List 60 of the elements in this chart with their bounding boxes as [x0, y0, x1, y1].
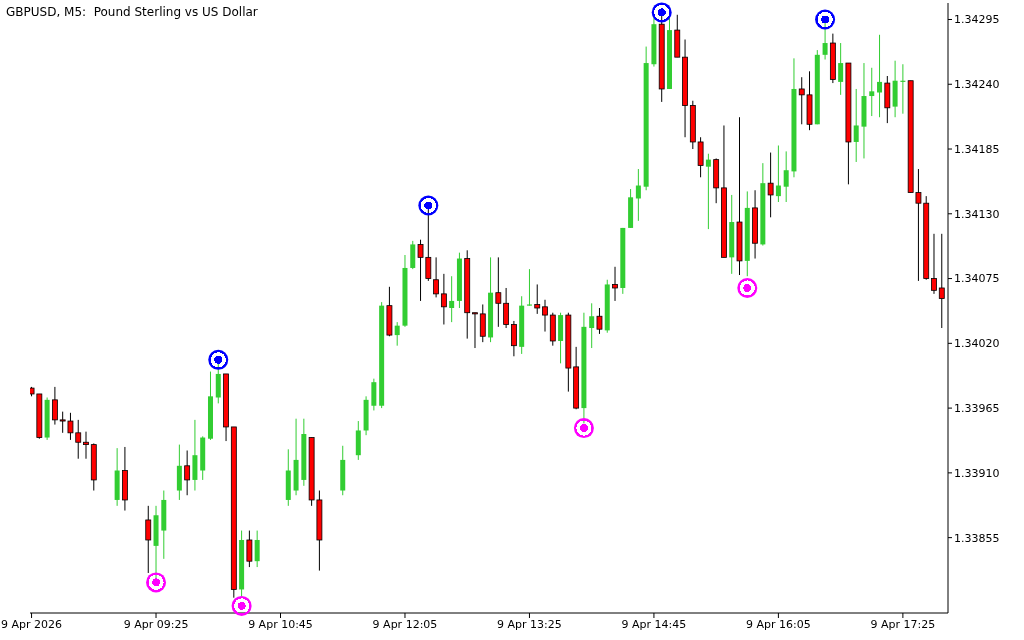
- point: [231, 595, 252, 616]
- candlestick: [775, 144, 781, 203]
- y-tick-label: 1.34130: [954, 207, 1000, 221]
- candlestick: [612, 266, 618, 302]
- candlestick: [495, 256, 502, 328]
- y-tick-label: 1.34240: [954, 78, 1000, 92]
- candlestick: [596, 307, 603, 335]
- candlestick: [433, 256, 439, 298]
- x-tick-label: 9 Apr 09:25: [123, 617, 189, 631]
- candlestick: [184, 449, 191, 496]
- y-tick-label: 1.34075: [954, 272, 1000, 286]
- chart-title: GBPUSD, M5: Pound Sterling vs US Dollar: [6, 5, 258, 19]
- x-tick-label: 9 Apr 12:05: [372, 617, 438, 631]
- candlestick: [938, 233, 945, 329]
- point: [651, 2, 672, 23]
- candlestick: [542, 299, 548, 333]
- candlestick: [705, 153, 711, 230]
- y-tick-label: 1.33965: [954, 402, 1000, 415]
- point: [815, 9, 836, 30]
- point: [208, 349, 229, 370]
- candlestick: [635, 168, 641, 222]
- candlestick: [511, 320, 517, 357]
- candlestick: [246, 530, 253, 568]
- candlestick: [869, 67, 875, 117]
- candlestick: [51, 386, 58, 426]
- candlestick: [145, 505, 152, 574]
- candlestick: [371, 378, 377, 411]
- candlestick: [589, 302, 595, 349]
- candlestick: [877, 34, 883, 118]
- x-tick-label: 9 Apr 14:45: [621, 617, 687, 631]
- candlestick: [838, 42, 844, 96]
- candlestick: [449, 275, 455, 323]
- point: [573, 418, 594, 439]
- point: [737, 277, 758, 298]
- y-tick-label: 1.34020: [954, 337, 1000, 351]
- x-tick-label: 9 Apr 2026: [1, 617, 63, 631]
- candlestick: [767, 152, 774, 218]
- x-tick-label: 9 Apr 16:05: [746, 617, 811, 631]
- candlestick: [440, 273, 447, 325]
- x-tick-label: 9 Apr 13:25: [497, 617, 562, 631]
- candlestick: [534, 283, 541, 315]
- candlestick: [479, 303, 486, 343]
- candlestick: [472, 312, 478, 349]
- candlestick: [853, 88, 859, 163]
- point: [418, 195, 439, 216]
- candlestick: [526, 268, 532, 307]
- candlestick: [254, 530, 260, 568]
- y-tick-label: 1.34295: [954, 13, 1000, 27]
- candlestick: [503, 287, 510, 329]
- x-tick-label: 9 Apr 17:25: [870, 617, 936, 631]
- y-tick-label: 1.33855: [954, 531, 1000, 545]
- x-tick-label: 9 Apr 10:45: [248, 617, 313, 631]
- point: [146, 572, 167, 593]
- candlestick: [83, 431, 89, 460]
- candlestick: [931, 233, 937, 295]
- candlestick: [394, 321, 400, 347]
- candlestick: [783, 150, 789, 203]
- y-tick-label: 1.34185: [954, 142, 1000, 156]
- y-tick-label: 1.33910: [954, 466, 1000, 480]
- candlestick: [410, 240, 416, 270]
